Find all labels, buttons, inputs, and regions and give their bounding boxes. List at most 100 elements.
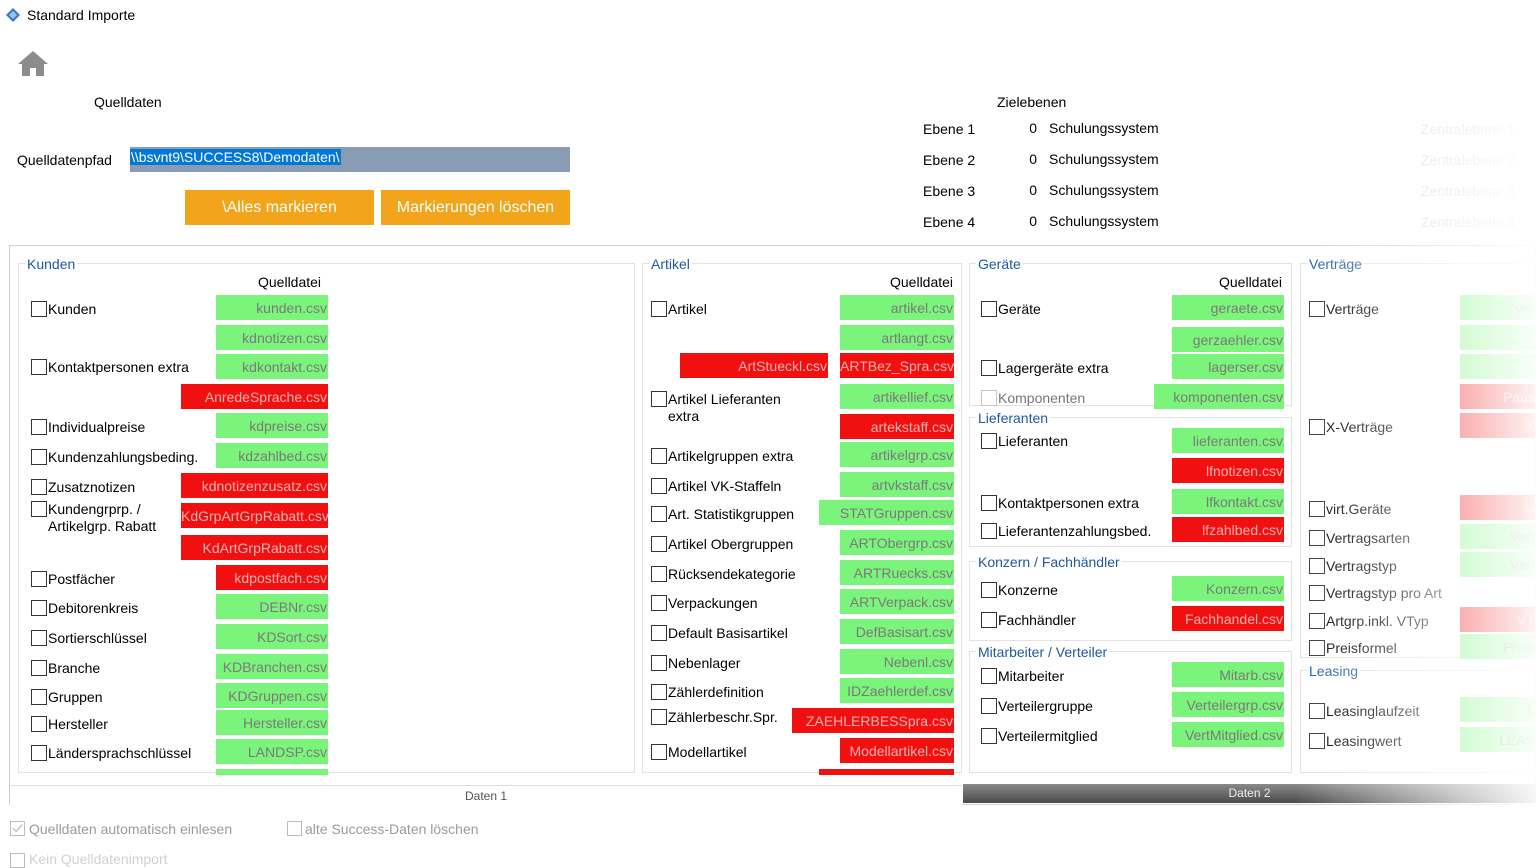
vertraege-item-checkbox[interactable] — [1309, 558, 1325, 574]
kunden-item-checkbox[interactable] — [31, 419, 47, 435]
vertraege-file-field[interactable]: Preis — [1460, 634, 1535, 659]
artikel-file-field[interactable]: ArtStueckl.csv — [680, 353, 828, 378]
kunden-file-field[interactable]: kdpostfach.csv — [216, 565, 328, 590]
mitarbeiter-file-field[interactable]: VertMitglied.csv — [1172, 722, 1284, 747]
geraete-file-field[interactable]: komponenten.csv — [1154, 384, 1284, 409]
artikel-item-checkbox[interactable] — [651, 536, 667, 552]
mark-all-button[interactable]: \Alles markieren — [185, 190, 374, 225]
mitarbeiter-item-checkbox[interactable] — [981, 728, 997, 744]
no-source-checkbox[interactable] — [10, 853, 25, 868]
kunden-item-checkbox[interactable] — [31, 630, 47, 646]
kunden-file-field[interactable]: LANDSP.csv — [216, 739, 328, 764]
source-path-value[interactable]: \\bsvnt9\SUCCESS8\Demodaten\ — [130, 149, 341, 165]
kunden-item-checkbox[interactable] — [31, 745, 47, 761]
artikel-item-checkbox[interactable] — [651, 478, 667, 494]
artikel-file-field[interactable]: artikellief.csv — [840, 384, 954, 409]
kunden-file-field[interactable]: kdnotizen.csv — [216, 325, 328, 350]
level-system-input[interactable]: Schulungssystem — [1046, 209, 1368, 234]
konzern-file-field[interactable]: Fachhandel.csv — [1172, 606, 1284, 631]
kunden-file-field[interactable]: KDBranchen.csv — [216, 654, 328, 679]
kunden-file-field[interactable]: kdzahlbed.csv — [216, 443, 328, 468]
vertraege-file-field[interactable]: Paus — [1460, 384, 1535, 409]
artikel-item-checkbox[interactable] — [651, 566, 667, 582]
vertraege-item-checkbox[interactable] — [1309, 419, 1325, 435]
mitarbeiter-file-field[interactable]: Mitarb.csv — [1172, 662, 1284, 687]
artikel-item-checkbox[interactable] — [651, 709, 667, 725]
vertraege-item-checkbox[interactable] — [1309, 640, 1325, 656]
kunden-file-field[interactable]: DEBNr.csv — [216, 594, 328, 619]
artikel-item-checkbox[interactable] — [651, 301, 667, 317]
kunden-item-checkbox[interactable] — [31, 501, 47, 517]
artikel-file-field[interactable]: ARTRuecks.csv — [840, 560, 954, 585]
mitarbeiter-file-field[interactable]: Verteilergrp.csv — [1172, 692, 1284, 717]
geraete-file-field[interactable]: geraete.csv — [1172, 295, 1284, 320]
mitarbeiter-item-checkbox[interactable] — [981, 698, 997, 714]
leasing-item-checkbox[interactable] — [1309, 703, 1325, 719]
vertraege-file-blank[interactable] — [1460, 354, 1535, 379]
level-system-input[interactable]: Schulungssystem — [1046, 147, 1368, 172]
level-number-input[interactable]: 0 — [983, 147, 1041, 172]
konzern-file-field[interactable]: Konzern.csv — [1172, 576, 1284, 601]
lieferanten-file-field[interactable]: lfkontakt.csv — [1172, 489, 1284, 514]
artikel-file-field[interactable]: artekstaff.csv — [840, 414, 954, 439]
kunden-item-checkbox[interactable] — [31, 359, 47, 375]
artikel-file-field[interactable]: IDZaehlerdef.csv — [840, 678, 954, 703]
artikel-file-field[interactable]: ZAEHLERBESSpra.csv — [792, 708, 954, 733]
artikel-file-field[interactable]: artikel.csv — [840, 295, 954, 320]
kunden-item-checkbox[interactable] — [31, 301, 47, 317]
tab-daten-1[interactable]: Daten 1 — [10, 785, 962, 805]
clear-marks-button[interactable]: Markierungen löschen — [381, 190, 570, 225]
mitarbeiter-item-checkbox[interactable] — [981, 668, 997, 684]
level-number-input[interactable]: 0 — [983, 209, 1041, 234]
kunden-file-field[interactable]: KDSort.csv — [216, 624, 328, 649]
kunden-file-field[interactable]: kdpreise.csv — [216, 413, 328, 438]
level-number-input[interactable]: 0 — [983, 178, 1041, 203]
kunden-item-checkbox[interactable] — [31, 479, 47, 495]
vertraege-item-checkbox[interactable] — [1309, 301, 1325, 317]
artikel-item-checkbox[interactable] — [651, 625, 667, 641]
leasing-item-checkbox[interactable] — [1309, 733, 1325, 749]
artikel-file-field[interactable]: Modellartikel.csv — [840, 738, 954, 763]
geraete-item-checkbox[interactable] — [981, 360, 997, 376]
vertraege-item-checkbox[interactable] — [1309, 585, 1325, 601]
delete-old-checkbox[interactable] — [287, 821, 302, 836]
kunden-file-field[interactable]: kunden.csv — [216, 295, 328, 320]
kunden-item-checkbox[interactable] — [31, 689, 47, 705]
kunden-file-field[interactable]: AnredeSprache.csv — [181, 384, 328, 409]
leasing-file-field[interactable]: LEAS — [1460, 727, 1535, 752]
vertraege-file-field[interactable]: X — [1460, 413, 1535, 438]
kunden-item-checkbox[interactable] — [31, 716, 47, 732]
geraete-item-checkbox[interactable] — [981, 390, 997, 406]
kunden-file-field[interactable]: kdkontakt.csv — [216, 354, 328, 379]
kunden-file-field[interactable]: KdArtGrpRabatt.csv — [181, 535, 328, 560]
vertraege-file-field[interactable]: vi — [1460, 495, 1535, 520]
vertraege-file-field[interactable]: Vert — [1460, 524, 1535, 549]
lieferanten-file-field[interactable]: lfnotizen.csv — [1172, 458, 1284, 483]
artikel-file-field[interactable]: ARTBez_Spra.csv — [840, 353, 954, 378]
kunden-file-field[interactable]: Hersteller.csv — [216, 710, 328, 735]
vertraege-file-field[interactable]: VT — [1460, 607, 1535, 632]
artikel-file-field[interactable]: artlangt.csv — [840, 325, 954, 350]
kunden-file-field[interactable]: kdnotizenzusatz.csv — [181, 473, 328, 498]
artikel-item-checkbox[interactable] — [651, 744, 667, 760]
artikel-file-field[interactable]: STATGruppen.csv — [819, 500, 954, 525]
vertraege-file-blank[interactable] — [1460, 325, 1535, 350]
kunden-item-checkbox[interactable] — [31, 660, 47, 676]
artikel-item-checkbox[interactable] — [651, 448, 667, 464]
artikel-item-checkbox[interactable] — [651, 655, 667, 671]
vertraege-file-field[interactable]: ver — [1460, 295, 1535, 320]
artikel-item-checkbox[interactable] — [651, 391, 667, 407]
artikel-file-field[interactable]: DefBasisart.csv — [840, 619, 954, 644]
artikel-file-field[interactable]: artikelgrp.csv — [840, 442, 954, 467]
tab-daten-2[interactable]: Daten 2 — [963, 784, 1536, 803]
artikel-file-field[interactable]: ARTObergrp.csv — [840, 530, 954, 555]
vertraege-file-field[interactable]: Vert — [1460, 552, 1535, 577]
vertraege-item-checkbox[interactable] — [1309, 613, 1325, 629]
geraete-item-checkbox[interactable] — [981, 301, 997, 317]
lieferanten-item-checkbox[interactable] — [981, 495, 997, 511]
vertraege-item-checkbox[interactable] — [1309, 501, 1325, 517]
lieferanten-item-checkbox[interactable] — [981, 433, 997, 449]
artikel-item-checkbox[interactable] — [651, 506, 667, 522]
level-system-input[interactable]: Schulungssystem — [1046, 178, 1368, 203]
artikel-item-checkbox[interactable] — [651, 684, 667, 700]
